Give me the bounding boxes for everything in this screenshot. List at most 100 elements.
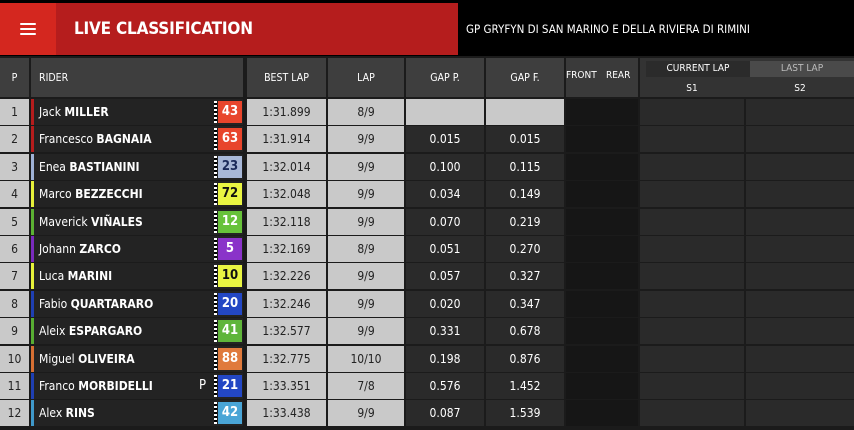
team-color-bar [31, 126, 34, 152]
team-color-bar [31, 318, 34, 344]
sector-1-cell [640, 154, 744, 180]
gap-first-cell: 1.452 [486, 373, 564, 399]
best-lap-cell: 1:32.246 [247, 291, 326, 317]
table-row[interactable]: 10 Miguel OLIVEIRA 88 1:32.775 10/10 0.198 0.8… [0, 346, 854, 372]
checkered-flag-icon [214, 293, 217, 315]
sector-1-cell [640, 99, 744, 125]
rider-first-name: Jack [39, 105, 61, 119]
rider-number-badge: 42 [218, 402, 242, 424]
lap-cell: 8/9 [328, 99, 404, 125]
table-row[interactable]: 12 Alex RINS 42 1:33.438 9/9 0.087 1.539 [0, 400, 854, 426]
position-cell: 4 [0, 181, 29, 207]
rider-first-name: Enea [39, 160, 66, 174]
rider-last-name: OLIVEIRA [78, 352, 135, 366]
team-color-bar [31, 291, 34, 317]
rider-last-name: RINS [65, 406, 95, 420]
pit-indicator: P [199, 378, 207, 393]
checkered-flag-icon [214, 238, 217, 260]
position-cell: 10 [0, 346, 29, 372]
sector-1-cell [640, 181, 744, 207]
col-header-tyres: FRONT REAR [566, 58, 638, 97]
gap-first-cell: 0.015 [486, 126, 564, 152]
event-name: GP GRYFYN DI SAN MARINO E DELLA RIVIERA … [466, 22, 750, 36]
gap-first-cell: 0.678 [486, 318, 564, 344]
rider-first-name: Aleix [39, 324, 66, 338]
gap-previous-cell: 0.100 [406, 154, 484, 180]
table-row[interactable]: 1 Jack MILLER 43 1:31.899 8/9 [0, 99, 854, 125]
hamburger-icon [20, 23, 36, 35]
table-row[interactable]: 7 Luca MARINI 10 1:32.226 9/9 0.057 0.327 [0, 263, 854, 289]
table-row[interactable]: 2 Francesco BAGNAIA 63 1:31.914 9/9 0.015 0.01… [0, 126, 854, 152]
rider-cell: Marco BEZZECCHI 72 [31, 181, 243, 207]
sector-1-cell [640, 209, 744, 235]
checkered-flag-icon [214, 156, 217, 178]
sector-2-cell [746, 209, 854, 235]
lap-toggle: CURRENT LAP LAST LAP [646, 61, 854, 77]
sector-header: CURRENT LAP LAST LAP S1 S2 [640, 58, 854, 97]
gap-previous-cell: 0.070 [406, 209, 484, 235]
gap-first-cell: 0.149 [486, 181, 564, 207]
sector-2-cell [746, 318, 854, 344]
team-color-bar [31, 181, 34, 207]
rider-cell: Miguel OLIVEIRA 88 [31, 346, 243, 372]
col-header-rider-label: RIDER [39, 71, 69, 84]
lap-cell: 10/10 [328, 346, 404, 372]
sector-1-cell [640, 400, 744, 426]
rider-cell: Aleix ESPARGARO 41 [31, 318, 243, 344]
position-cell: 6 [0, 236, 29, 262]
sector-2-cell [746, 263, 854, 289]
rider-number-badge: 12 [218, 211, 242, 233]
lap-cell: 7/8 [328, 373, 404, 399]
best-lap-cell: 1:33.438 [247, 400, 326, 426]
sector-1-cell [640, 263, 744, 289]
tyre-cell [566, 291, 638, 317]
checkered-flag-icon [214, 265, 217, 287]
col-header-position: P [0, 58, 29, 97]
position-cell: 12 [0, 400, 29, 426]
table-row[interactable]: 11 Franco MORBIDELLI P 21 1:33.351 7/8 0.576 1.… [0, 373, 854, 399]
sector-2-cell [746, 99, 854, 125]
position-cell: 9 [0, 318, 29, 344]
menu-button[interactable] [0, 3, 56, 55]
team-color-bar [31, 263, 34, 289]
rider-cell: Fabio QUARTARARO 20 [31, 291, 243, 317]
table-row[interactable]: 8 Fabio QUARTARARO 20 1:32.246 9/9 0.020 0.347 [0, 291, 854, 317]
gap-previous-cell: 0.198 [406, 346, 484, 372]
tab-last-lap[interactable]: LAST LAP [780, 63, 824, 74]
rider-last-name: BEZZECCHI [75, 187, 143, 201]
lap-cell: 9/9 [328, 181, 404, 207]
tyre-cell [566, 373, 638, 399]
rider-number-badge: 20 [218, 293, 242, 315]
table-row[interactable]: 3 Enea BASTIANINI 23 1:32.014 9/9 0.100 0.115 [0, 154, 854, 180]
rider-number-badge: 63 [218, 128, 242, 150]
tyre-cell [566, 400, 638, 426]
tyre-cell [566, 346, 638, 372]
col-header-gap-p: GAP P. [406, 58, 484, 97]
rider-first-name: Johann [39, 242, 76, 256]
rider-last-name: ZARCO [79, 242, 121, 256]
team-color-bar [31, 346, 34, 372]
best-lap-cell: 1:32.118 [247, 209, 326, 235]
rider-number-badge: 10 [218, 265, 242, 287]
gap-previous-cell: 0.087 [406, 400, 484, 426]
table-row[interactable]: 6 Johann ZARCO 5 1:32.169 8/9 0.051 0.270 [0, 236, 854, 262]
tab-current-lap[interactable]: CURRENT LAP [646, 61, 750, 77]
gap-previous-cell: 0.576 [406, 373, 484, 399]
position-cell: 8 [0, 291, 29, 317]
col-header-s2: S2 [794, 83, 806, 94]
tyre-cell [566, 236, 638, 262]
lap-cell: 9/9 [328, 400, 404, 426]
page-title: LIVE CLASSIFICATION [74, 19, 253, 39]
table-row[interactable]: 9 Aleix ESPARGARO 41 1:32.577 9/9 0.331 0.678 [0, 318, 854, 344]
sector-2-cell [746, 373, 854, 399]
table-row[interactable]: 4 Marco BEZZECCHI 72 1:32.048 9/9 0.034 0.149 [0, 181, 854, 207]
rider-cell: Francesco BAGNAIA 63 [31, 126, 243, 152]
sector-2-cell [746, 126, 854, 152]
gap-previous-cell: 0.331 [406, 318, 484, 344]
table-row[interactable]: 5 Maverick VIÑALES 12 1:32.118 9/9 0.070 0.219 [0, 209, 854, 235]
rider-first-name: Luca [39, 269, 65, 283]
rider-first-name: Fabio [39, 297, 68, 311]
rider-number-badge: 21 [218, 375, 242, 397]
title-banner [0, 3, 458, 55]
lap-cell: 8/9 [328, 236, 404, 262]
